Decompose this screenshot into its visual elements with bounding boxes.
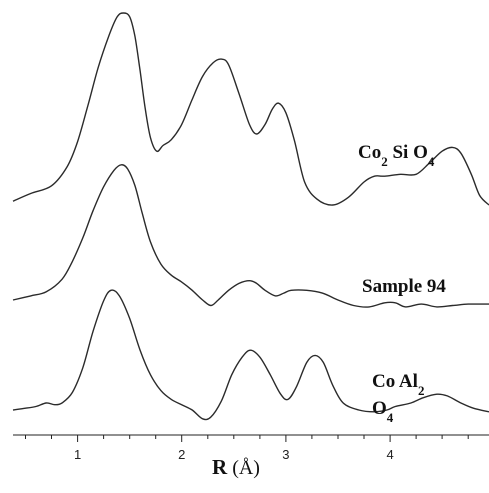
x-tick-label: 3: [282, 447, 289, 462]
curve-sample-94: [12, 164, 489, 308]
series-labels: Co2 Si O4 Sample 94 Co Al2 O4: [358, 142, 446, 425]
x-tick-label: 4: [386, 447, 393, 462]
curve-coal2o4: [12, 289, 489, 421]
x-tick-label: 2: [178, 447, 185, 462]
series-label-co2sio4: Co2 Si O4: [358, 142, 435, 169]
x-tick-label: 1: [74, 447, 81, 462]
curve-co2sio4: [12, 12, 489, 206]
series-label-coal2o4-line1: Co Al2: [372, 371, 424, 398]
x-axis-title: R (Å): [212, 455, 260, 479]
series-label-coal2o4-line2: O4: [372, 398, 394, 425]
x-ticks: [25, 435, 469, 442]
x-tick-labels: 1 2 3 4: [74, 447, 394, 462]
x-axis: 1 2 3 4: [13, 434, 489, 462]
series-label-sample-94: Sample 94: [362, 276, 446, 297]
plot-curves: [12, 12, 489, 421]
